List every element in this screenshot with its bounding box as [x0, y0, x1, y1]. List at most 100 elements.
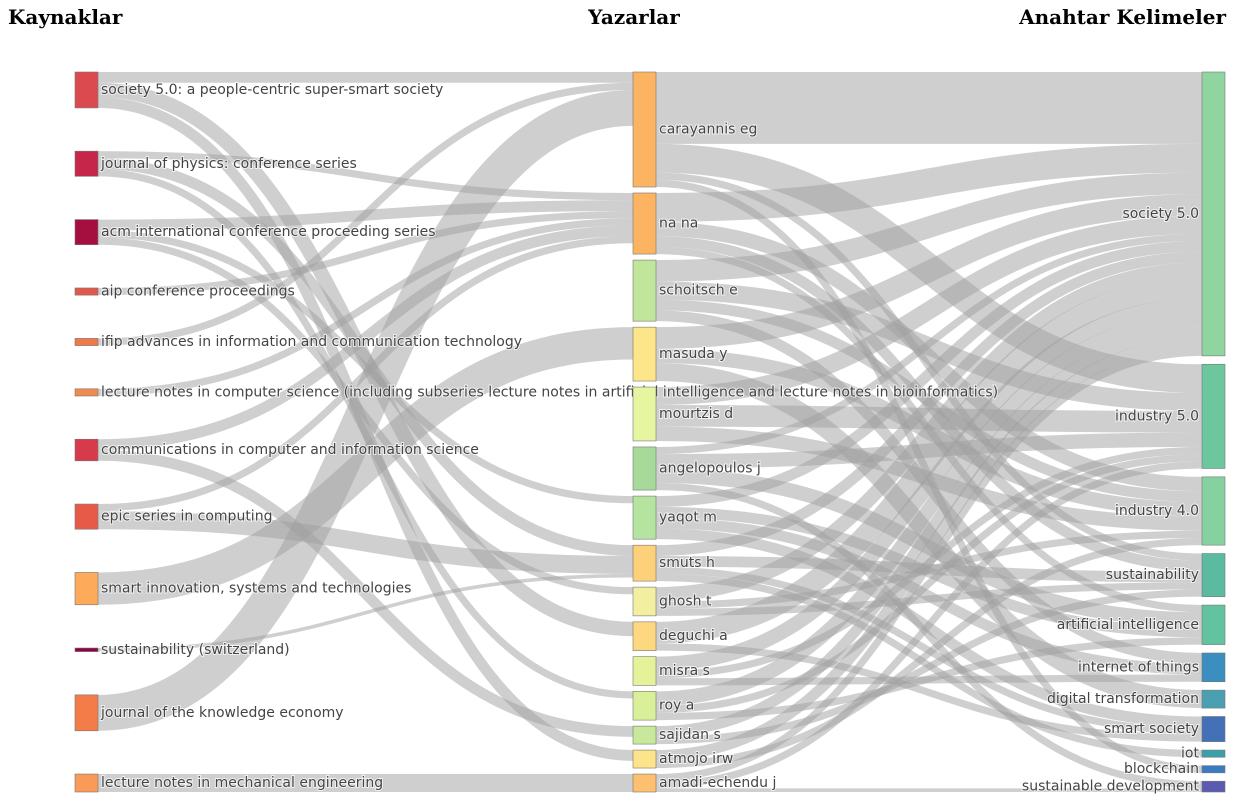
node: [1201, 71, 1226, 357]
node: [1201, 780, 1226, 793]
link: [655, 461, 1203, 789]
node: [74, 150, 99, 177]
node-label: communications in computer and informati…: [101, 442, 479, 458]
link: [97, 511, 634, 574]
node-label: ghosh t: [659, 593, 712, 609]
node-label: internet of things: [1078, 659, 1199, 675]
column-title: Kaynaklar: [8, 5, 123, 29]
node-label: acm international conference proceeding …: [101, 224, 436, 240]
node-label: sustainability (switzerland): [101, 642, 290, 658]
node: [632, 773, 657, 793]
node: [632, 326, 657, 382]
node-label: mourtzis d: [659, 406, 733, 422]
node: [74, 773, 99, 793]
node-label: journal of physics: conference series: [100, 156, 357, 172]
node-label: masuda y: [659, 346, 728, 362]
link: [655, 348, 1203, 782]
node: [1201, 689, 1226, 709]
link: [97, 158, 634, 556]
link: [655, 298, 1203, 671]
node: [632, 495, 657, 540]
node-label: society 5.0: [1122, 206, 1199, 222]
node-label: society 5.0: a people-centric super-smar…: [101, 82, 443, 98]
node: [632, 656, 657, 686]
node-label: atmojo irw: [659, 751, 733, 767]
link: [97, 82, 634, 346]
node-label: sustainability: [1106, 567, 1199, 583]
link: [655, 327, 1203, 737]
node: [632, 621, 657, 651]
link: [655, 240, 1203, 507]
node-label: iot: [1181, 746, 1199, 762]
node: [74, 647, 99, 652]
node: [1201, 652, 1226, 683]
node-label: blockchain: [1124, 761, 1199, 777]
node-label: na na: [659, 216, 698, 232]
node: [74, 219, 99, 246]
node-label: smart innovation, systems and technologi…: [101, 581, 411, 597]
node: [74, 438, 99, 462]
node-label: lecture notes in computer science (inclu…: [101, 384, 998, 400]
node: [632, 259, 657, 322]
node: [74, 287, 99, 296]
node-label: angelopoulos j: [659, 461, 761, 477]
node: [74, 694, 99, 732]
node-label: digital transformation: [1047, 691, 1199, 707]
nodes: Kaynaklar society 5.0: a people-centric s…: [8, 5, 1226, 796]
node-label: smuts h: [659, 555, 715, 571]
link: [655, 276, 1203, 644]
link: [655, 262, 1203, 602]
node-label: lecture notes in mechanical engineering: [101, 775, 383, 791]
node-label: sustainable development: [1022, 779, 1200, 795]
node: [74, 338, 99, 346]
link: [655, 482, 1203, 789]
node: [632, 71, 657, 188]
node-label: misra s: [659, 663, 710, 679]
node-label: yaqot m: [659, 510, 717, 526]
node: [632, 586, 657, 617]
link: [97, 573, 634, 652]
link: [655, 143, 1203, 222]
link: [655, 172, 1203, 282]
node: [632, 192, 657, 255]
node: [1201, 476, 1226, 546]
node-label: aip conference proceedings: [101, 284, 295, 300]
node: [74, 71, 99, 109]
link: [97, 89, 634, 731]
node-label: amadi-echendu j: [659, 775, 776, 791]
node: [1201, 604, 1226, 645]
node-label: roy a: [659, 698, 694, 714]
node-label: industry 5.0: [1115, 408, 1199, 424]
node-label: schoitsch e: [659, 283, 738, 299]
node: [632, 544, 657, 582]
node-label: smart society: [1104, 721, 1199, 737]
node: [632, 386, 657, 442]
node-label: sajidan s: [659, 727, 721, 743]
node-label: ifip advances in information and communi…: [101, 334, 522, 350]
node: [1201, 749, 1226, 758]
link: [655, 337, 1203, 761]
node: [74, 503, 99, 530]
node: [632, 749, 657, 769]
link: [655, 233, 1203, 455]
link: [97, 151, 634, 201]
link: [655, 194, 1203, 349]
node-label: epic series in computing: [101, 509, 272, 525]
node: [632, 691, 657, 721]
link: [655, 312, 1203, 706]
node-label: industry 4.0: [1115, 503, 1199, 519]
node: [74, 572, 99, 606]
link: [97, 218, 634, 397]
node-label: artificial intelligence: [1057, 617, 1199, 633]
link: [655, 405, 1203, 433]
column-title: Yazarlar: [587, 5, 680, 29]
column-title: Anahtar Kelimeler: [1018, 5, 1226, 29]
node: [1201, 765, 1226, 774]
links: [97, 71, 1203, 793]
node-label: journal of the knowledge economy: [100, 705, 344, 721]
node-label: carayannis eg: [659, 121, 757, 137]
link: [655, 215, 1203, 406]
node: [1201, 363, 1226, 469]
link: [655, 454, 1203, 713]
